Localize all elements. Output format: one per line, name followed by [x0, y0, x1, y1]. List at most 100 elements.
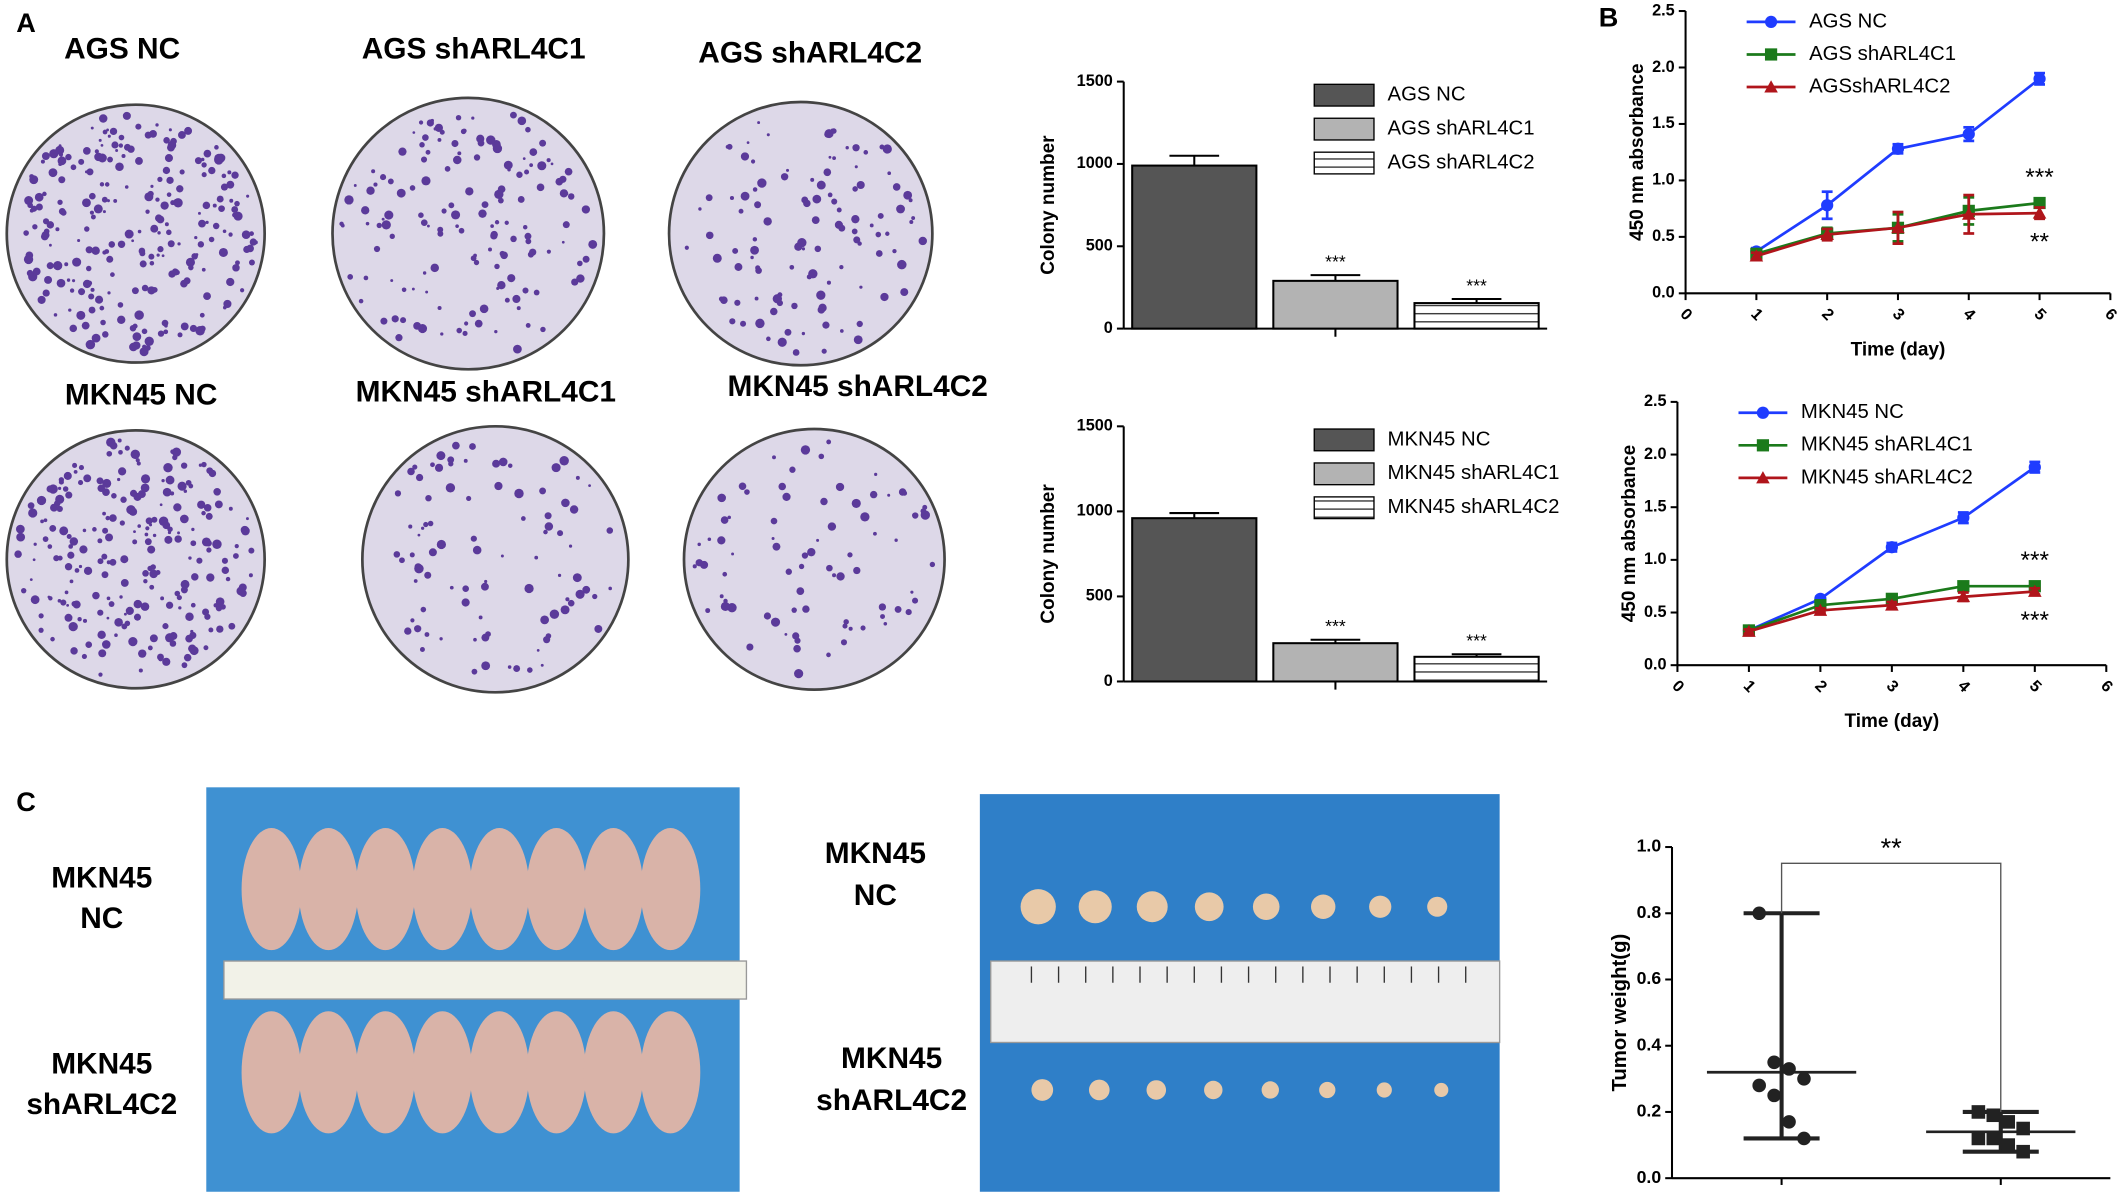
colony	[81, 653, 87, 660]
colony	[208, 627, 214, 633]
colony	[755, 265, 761, 271]
x-tick-label: 3	[1889, 305, 1908, 324]
colony	[83, 147, 91, 155]
y-axis-label: Colony number	[1038, 135, 1059, 275]
colony	[169, 640, 177, 647]
colony	[546, 249, 551, 254]
colony	[391, 315, 399, 323]
colony	[170, 449, 175, 455]
colony	[109, 441, 118, 450]
colony	[912, 597, 919, 604]
colony	[201, 267, 206, 272]
colony	[838, 224, 846, 232]
colony	[58, 176, 66, 184]
tumor	[1020, 889, 1056, 925]
colony	[23, 230, 29, 236]
colony	[473, 637, 477, 642]
colony	[510, 235, 517, 243]
colony	[851, 215, 860, 224]
photo-details	[241, 828, 1467, 1134]
colony	[138, 649, 147, 658]
colony	[557, 530, 564, 537]
colony	[860, 625, 866, 631]
colony	[69, 579, 74, 584]
colony	[30, 595, 40, 605]
colony	[698, 207, 702, 211]
colony	[161, 254, 165, 258]
colony	[512, 294, 521, 304]
colony	[869, 490, 878, 499]
colony	[524, 583, 534, 594]
y-tick-label: 0.5	[1644, 603, 1667, 621]
colony	[24, 196, 34, 205]
mouse	[526, 1011, 587, 1134]
colony	[32, 267, 41, 276]
colony	[801, 247, 806, 251]
significance: ***	[2021, 607, 2050, 634]
colony	[407, 467, 415, 476]
colony	[452, 441, 460, 450]
colony	[594, 625, 603, 633]
colony	[155, 123, 159, 127]
colony	[176, 594, 182, 601]
colony	[203, 292, 211, 301]
colony	[746, 141, 750, 145]
colony	[195, 325, 205, 336]
colony	[60, 599, 67, 606]
colony	[434, 463, 444, 472]
colony	[203, 645, 209, 651]
colony	[157, 246, 164, 253]
colony	[549, 609, 560, 619]
colony	[569, 505, 579, 514]
x-tick-label: 4	[1960, 305, 1979, 324]
colony	[129, 342, 138, 352]
colony	[109, 558, 117, 566]
colony	[64, 590, 69, 595]
bar	[1131, 164, 1258, 330]
colony	[171, 447, 182, 457]
colony	[201, 461, 207, 468]
colony	[59, 526, 69, 536]
colony	[64, 262, 69, 267]
colony	[99, 305, 105, 311]
colony	[892, 183, 901, 191]
colony	[900, 288, 909, 297]
colony	[839, 264, 844, 270]
colony	[144, 336, 154, 346]
colony	[149, 260, 155, 266]
colony	[162, 657, 171, 666]
colony	[534, 555, 539, 560]
colony	[177, 242, 181, 246]
colony	[97, 558, 104, 565]
colony	[131, 239, 135, 243]
colony	[404, 627, 412, 635]
colony	[140, 483, 150, 493]
colony	[29, 578, 33, 581]
colony	[486, 135, 496, 145]
colony	[228, 506, 233, 511]
colony	[840, 639, 848, 646]
colony	[789, 264, 795, 270]
colony	[414, 563, 422, 571]
dish-label: MKN45 shARL4C2	[728, 370, 988, 403]
colony	[723, 598, 728, 604]
dish	[331, 96, 606, 371]
colony	[72, 257, 82, 267]
colony	[540, 326, 546, 333]
colony	[536, 183, 545, 192]
colony	[717, 493, 726, 503]
colony	[856, 320, 863, 328]
colony	[106, 560, 111, 565]
marker	[1956, 589, 1971, 603]
colony	[157, 330, 165, 337]
colony	[245, 517, 249, 521]
significance: **	[2030, 228, 2049, 255]
colony	[183, 489, 188, 493]
colony	[857, 241, 862, 246]
colony	[522, 224, 528, 230]
colony	[529, 148, 538, 156]
colony	[50, 636, 55, 642]
colony	[887, 171, 892, 176]
y-tick-label: 0.6	[1637, 968, 1662, 988]
